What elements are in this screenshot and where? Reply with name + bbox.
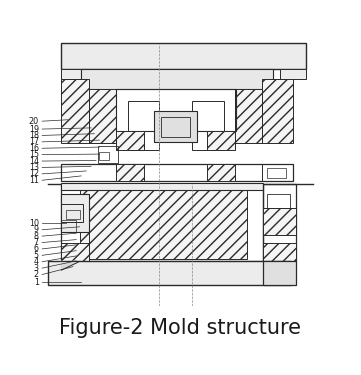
Text: 7: 7 bbox=[34, 238, 39, 247]
Text: 8: 8 bbox=[34, 232, 39, 241]
Text: 5: 5 bbox=[34, 251, 39, 260]
Bar bbox=[61, 164, 293, 181]
Text: 6: 6 bbox=[34, 244, 39, 254]
Bar bbox=[161, 117, 191, 137]
Bar bbox=[235, 89, 262, 143]
Bar bbox=[61, 204, 83, 222]
Text: 12: 12 bbox=[29, 170, 39, 178]
Bar bbox=[207, 131, 235, 150]
Bar bbox=[116, 164, 144, 181]
Text: 1: 1 bbox=[34, 278, 39, 286]
Bar bbox=[266, 168, 286, 178]
Bar bbox=[263, 209, 296, 235]
Bar bbox=[266, 194, 290, 208]
Text: 18: 18 bbox=[29, 131, 39, 140]
Text: 16: 16 bbox=[29, 144, 39, 153]
Text: 9: 9 bbox=[34, 225, 39, 234]
Bar bbox=[153, 261, 164, 278]
Bar bbox=[262, 164, 293, 181]
Text: 15: 15 bbox=[29, 150, 39, 159]
Bar bbox=[79, 184, 247, 260]
Bar bbox=[66, 210, 79, 219]
Text: 20: 20 bbox=[29, 117, 39, 126]
Bar bbox=[90, 89, 116, 143]
Text: Figure-2 Mold structure: Figure-2 Mold structure bbox=[60, 318, 301, 338]
Bar bbox=[61, 184, 263, 261]
Bar bbox=[280, 69, 306, 79]
Text: 17: 17 bbox=[29, 137, 39, 146]
Text: 4: 4 bbox=[34, 257, 39, 266]
Bar bbox=[61, 69, 95, 79]
Bar bbox=[61, 194, 90, 232]
Text: 19: 19 bbox=[29, 124, 39, 134]
Bar bbox=[61, 43, 306, 69]
Text: 13: 13 bbox=[29, 163, 39, 172]
Text: 3: 3 bbox=[34, 264, 39, 273]
Bar bbox=[116, 89, 236, 131]
Bar bbox=[99, 152, 109, 160]
Bar bbox=[127, 101, 159, 150]
Text: 14: 14 bbox=[29, 156, 39, 165]
Bar bbox=[61, 79, 90, 143]
Polygon shape bbox=[61, 261, 79, 270]
Bar bbox=[154, 111, 197, 142]
Bar bbox=[235, 89, 262, 143]
Bar bbox=[98, 146, 118, 164]
Bar bbox=[81, 69, 273, 89]
Bar bbox=[61, 220, 76, 232]
Bar bbox=[263, 243, 296, 261]
Bar bbox=[207, 164, 235, 181]
Text: 10: 10 bbox=[29, 219, 39, 228]
Bar bbox=[61, 183, 263, 190]
Bar bbox=[90, 89, 116, 143]
Bar bbox=[116, 131, 144, 150]
Bar bbox=[48, 261, 291, 285]
Bar bbox=[61, 243, 90, 261]
Bar bbox=[263, 184, 296, 261]
Bar bbox=[61, 232, 90, 261]
Text: 2: 2 bbox=[34, 270, 39, 279]
Bar bbox=[262, 79, 293, 143]
Bar bbox=[263, 261, 296, 285]
Bar bbox=[192, 101, 223, 150]
Text: 11: 11 bbox=[29, 176, 39, 185]
